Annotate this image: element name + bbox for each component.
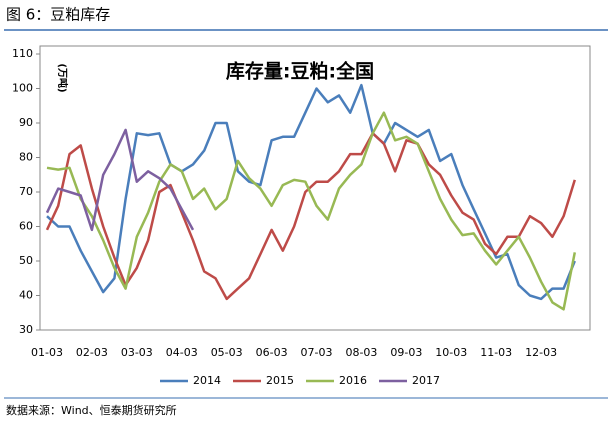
- series-line: [45, 132, 576, 301]
- y-tick-label: 90: [19, 116, 33, 129]
- x-tick-label: 08-03: [345, 346, 377, 359]
- legend-label: 2014: [193, 374, 221, 387]
- series-line: [46, 83, 576, 301]
- y-tick-label: 110: [12, 47, 33, 60]
- x-tick-label: 10-03: [435, 346, 467, 359]
- y-tick-label: 70: [19, 185, 33, 198]
- x-tick-label: 03-03: [121, 346, 153, 359]
- x-tick-label: 06-03: [256, 346, 288, 359]
- y-tick-label: 30: [19, 323, 33, 336]
- x-tick-label: 11-03: [480, 346, 512, 359]
- y-label: (万吨): [56, 63, 69, 92]
- series-line: [46, 111, 577, 311]
- y-tick-label: 50: [19, 254, 33, 267]
- x-tick-label: 09-03: [390, 346, 422, 359]
- x-tick-label: 04-03: [166, 346, 198, 359]
- y-tick-label: 100: [12, 82, 33, 95]
- x-tick-label: 12-03: [525, 346, 557, 359]
- x-tick-label: 07-03: [301, 346, 333, 359]
- x-tick-label: 02-03: [76, 346, 108, 359]
- source: 数据来源：Wind、恒泰期货研究所: [6, 403, 177, 417]
- y-tick-label: 80: [19, 151, 33, 164]
- legend-label: 2017: [412, 374, 440, 387]
- y-tick-label: 40: [19, 289, 33, 302]
- series-line: [45, 128, 195, 232]
- x-tick-label: 05-03: [211, 346, 243, 359]
- y-tick-label: 60: [19, 220, 33, 233]
- x-tick-label: 01-03: [31, 346, 63, 359]
- plot-frame: [39, 45, 591, 331]
- chart-title: 库存量:豆粕:全国: [226, 60, 374, 83]
- legend-label: 2016: [339, 374, 367, 387]
- legend-label: 2015: [266, 374, 294, 387]
- header: 图 6：豆粕库存: [6, 6, 110, 24]
